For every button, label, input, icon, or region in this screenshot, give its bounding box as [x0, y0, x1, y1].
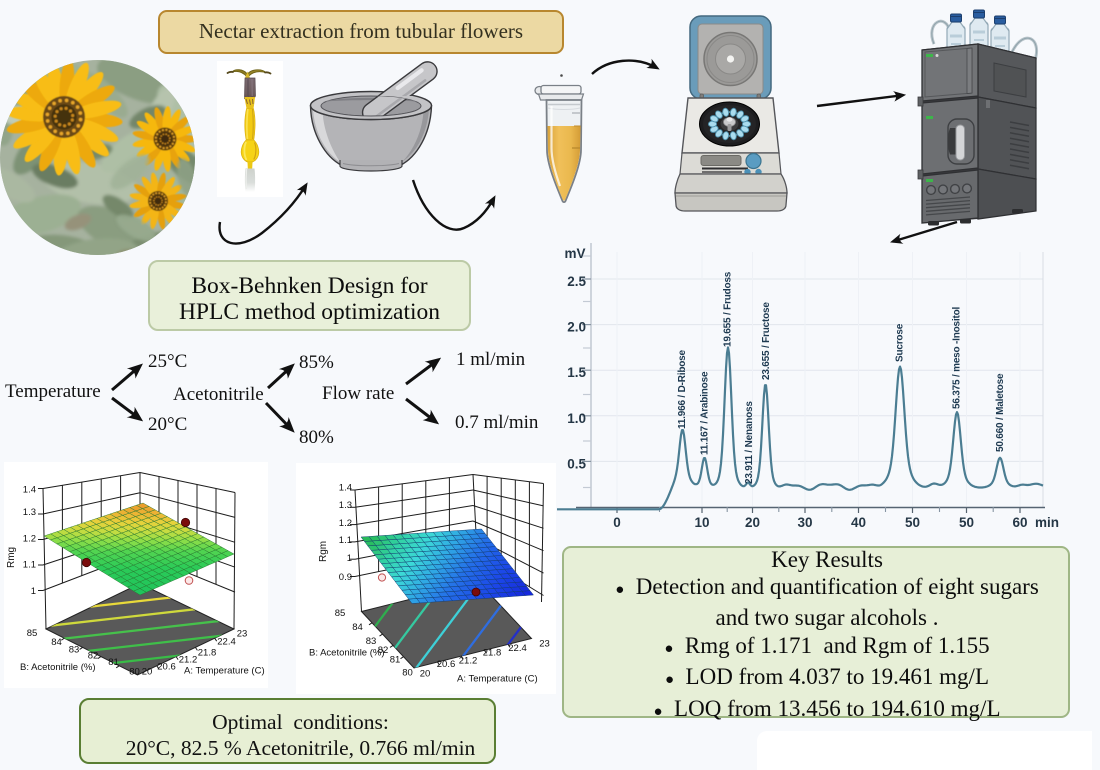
- svg-text:81: 81: [390, 655, 401, 666]
- svg-text:50: 50: [959, 515, 974, 530]
- svg-text:A: Temperature (C): A: Temperature (C): [184, 666, 265, 677]
- svg-text:mV: mV: [564, 246, 585, 261]
- svg-text:80: 80: [402, 668, 413, 679]
- svg-text:21.2: 21.2: [459, 656, 478, 667]
- svg-text:81: 81: [108, 657, 119, 668]
- svg-text:23.911 / Nenanoss: 23.911 / Nenanoss: [744, 401, 755, 484]
- svg-text:23: 23: [539, 639, 550, 650]
- svg-text:1: 1: [31, 586, 36, 597]
- svg-text:1.4: 1.4: [339, 483, 352, 494]
- svg-text:11.167 / Arabinose: 11.167 / Arabinose: [700, 371, 711, 455]
- svg-text:11.966 / D-Ribose: 11.966 / D-Ribose: [677, 350, 688, 429]
- svg-text:83: 83: [366, 636, 377, 647]
- svg-text:20.6: 20.6: [157, 662, 176, 673]
- svg-text:1.0: 1.0: [567, 411, 586, 426]
- svg-text:Sucrose: Sucrose: [895, 323, 906, 362]
- svg-text:40: 40: [851, 515, 866, 530]
- svg-text:21.8: 21.8: [198, 648, 217, 659]
- svg-text:A: Temperature (C): A: Temperature (C): [457, 674, 538, 685]
- svg-text:21.8: 21.8: [483, 648, 502, 659]
- svg-text:23: 23: [237, 629, 248, 640]
- svg-text:20: 20: [745, 515, 760, 530]
- svg-text:0.5: 0.5: [567, 456, 586, 471]
- svg-text:22.4: 22.4: [508, 643, 527, 654]
- svg-text:1.1: 1.1: [23, 560, 36, 571]
- svg-text:85: 85: [27, 628, 38, 639]
- svg-text:85: 85: [335, 608, 346, 619]
- svg-text:30: 30: [797, 515, 812, 530]
- svg-text:23.655 / Fructose: 23.655 / Fructose: [761, 302, 772, 380]
- svg-text:19.655 / Frudoss: 19.655 / Frudoss: [723, 271, 734, 347]
- svg-text:50.660 / Maletose: 50.660 / Maletose: [995, 373, 1006, 452]
- svg-text:22.4: 22.4: [217, 637, 236, 648]
- svg-text:50: 50: [905, 515, 920, 530]
- svg-text:84: 84: [352, 622, 363, 633]
- svg-text:21.2: 21.2: [179, 655, 198, 666]
- svg-text:2.5: 2.5: [567, 274, 586, 289]
- svg-text:0: 0: [613, 515, 621, 530]
- svg-text:Rgm: Rgm: [318, 541, 329, 562]
- svg-text:Rmg: Rmg: [6, 547, 17, 568]
- svg-text:83: 83: [69, 645, 80, 656]
- svg-text:82: 82: [88, 651, 99, 662]
- svg-text:60: 60: [1012, 515, 1027, 530]
- svg-text:0.9: 0.9: [339, 572, 352, 583]
- svg-text:1.3: 1.3: [339, 500, 352, 511]
- svg-text:min: min: [1035, 515, 1059, 530]
- svg-text:2.0: 2.0: [567, 320, 586, 335]
- svg-text:1.2: 1.2: [339, 518, 352, 529]
- svg-text:10: 10: [694, 515, 709, 530]
- svg-text:20.6: 20.6: [437, 659, 456, 670]
- svg-text:84: 84: [51, 637, 62, 648]
- svg-text:B: Acetonitrile (%): B: Acetonitrile (%): [309, 648, 385, 659]
- svg-text:1.3: 1.3: [23, 507, 36, 518]
- svg-text:56.375 / meso -Inositol: 56.375 / meso -Inositol: [952, 306, 963, 409]
- svg-text:82: 82: [378, 645, 389, 656]
- svg-text:1.4: 1.4: [23, 485, 36, 496]
- svg-text:1.1: 1.1: [339, 535, 352, 546]
- svg-text:1: 1: [347, 553, 352, 564]
- svg-text:B: Acetonitrile (%): B: Acetonitrile (%): [20, 662, 96, 673]
- svg-text:80: 80: [129, 667, 140, 678]
- svg-text:1.5: 1.5: [567, 365, 586, 380]
- svg-text:20: 20: [420, 669, 431, 680]
- svg-text:1.2: 1.2: [23, 534, 36, 545]
- svg-text:20: 20: [142, 667, 153, 678]
